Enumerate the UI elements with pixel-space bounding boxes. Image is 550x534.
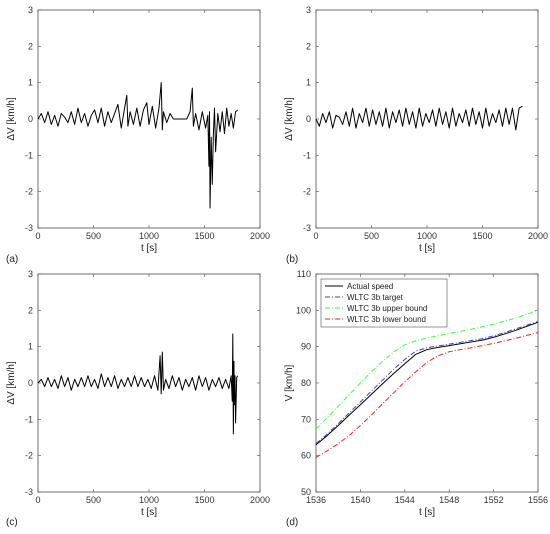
y-tick-label-b-5: 2: [306, 41, 311, 51]
x-tick-label-d-4: 1552: [484, 495, 504, 505]
x-tick-label-a-0: 0: [35, 231, 40, 241]
y-axis-label-c: ΔV [km/h]: [6, 361, 17, 405]
x-axis-label-b: t [s]: [419, 243, 435, 254]
panel-label-a: (a): [6, 254, 18, 265]
legend-label-d-3: WLTC 3b lower bound: [347, 315, 426, 324]
y-tick-label-c-1: -2: [25, 451, 33, 461]
x-tick-label-c-3: 1500: [194, 495, 214, 505]
y-tick-label-b-4: 1: [306, 78, 311, 88]
x-tick-label-d-2: 1544: [395, 495, 415, 505]
y-axis-label-d: V [km/h]: [284, 364, 295, 401]
chart-a: 0 500 1000 1500 2000 -3 -2 -1 0 1 2 3 t [s] ΔV [km/h]: [6, 5, 270, 254]
y-tick-label-b-2: -1: [303, 150, 311, 160]
series-line-a-0: [37, 82, 239, 209]
x-tick-label-d-5: 1556: [528, 495, 548, 505]
y-tick-label-b-3: 0: [306, 114, 311, 124]
x-tick-label-c-0: 0: [35, 495, 40, 505]
x-tick-label-a-2: 1000: [139, 231, 159, 241]
y-tick-label-b-6: 3: [306, 5, 311, 15]
x-axis-label-d: t [s]: [419, 507, 435, 518]
series-line-c-0: [37, 333, 239, 435]
chart-d: 1536 1540 1544 1548 1552 1556 50 60 70 80 90 100 110…: [284, 269, 548, 518]
x-tick-label-a-3: 1500: [194, 231, 214, 241]
series-line-d-2: [315, 309, 539, 430]
y-tick-label-d-5: 100: [296, 305, 311, 315]
plot-area-a: [37, 9, 261, 229]
x-axis-label-c: t [s]: [141, 507, 157, 518]
x-tick-label-b-3: 1500: [472, 231, 492, 241]
y-tick-label-b-1: -2: [303, 187, 311, 197]
y-axis-label-a: ΔV [km/h]: [6, 97, 17, 141]
x-tick-label-a-1: 500: [86, 231, 101, 241]
y-tick-label-a-0: -3: [25, 223, 33, 233]
y-tick-label-b-0: -3: [303, 223, 311, 233]
chart-c: 0 500 1000 1500 2000 -3 -2 -1 0 1 2 3 t [s] ΔV [km/h]: [6, 269, 270, 518]
x-tick-label-b-1: 500: [364, 231, 379, 241]
panel-label-b: (b): [286, 254, 298, 265]
y-tick-label-c-6: 3: [28, 269, 33, 279]
y-tick-label-c-3: 0: [28, 378, 33, 388]
y-tick-label-a-1: -2: [25, 187, 33, 197]
y-tick-label-a-2: -1: [25, 150, 33, 160]
y-axis-label-b: ΔV [km/h]: [284, 97, 295, 141]
x-tick-label-d-1: 1540: [350, 495, 370, 505]
y-tick-label-d-2: 70: [301, 414, 311, 424]
y-tick-label-a-5: 2: [28, 41, 33, 51]
plot-area-b: [315, 9, 539, 229]
y-tick-label-d-6: 110: [297, 269, 311, 279]
x-tick-label-a-4: 2000: [250, 231, 270, 241]
y-tick-label-d-4: 90: [301, 342, 311, 352]
series-line-b-0: [315, 105, 523, 131]
legend-d: Actual speed WLTC 3b target WLTC 3b upper …: [320, 278, 448, 328]
series-line-d-0: [315, 321, 539, 446]
series-line-d-1: [315, 321, 539, 445]
x-axis-label-a: t [s]: [141, 243, 157, 254]
x-tick-label-d-3: 1548: [439, 495, 459, 505]
legend-label-d-1: WLTC 3b target: [347, 293, 404, 302]
panel-label-c: (c): [6, 517, 18, 528]
panel-label-d: (d): [286, 517, 298, 528]
y-tick-label-d-3: 80: [301, 378, 311, 388]
y-tick-label-d-0: 50: [301, 487, 311, 497]
y-tick-label-c-0: -3: [25, 487, 33, 497]
y-tick-label-a-3: 0: [28, 114, 33, 124]
legend-label-d-0: Actual speed: [347, 282, 393, 291]
x-tick-label-c-4: 2000: [250, 495, 270, 505]
y-tick-label-c-5: 2: [28, 305, 33, 315]
y-tick-label-c-4: 1: [28, 342, 33, 352]
series-line-d-3: [315, 332, 539, 458]
y-tick-label-a-4: 1: [28, 78, 33, 88]
x-tick-label-b-0: 0: [313, 231, 318, 241]
x-tick-label-b-4: 2000: [528, 231, 548, 241]
y-tick-label-a-6: 3: [28, 5, 33, 15]
x-tick-label-c-1: 500: [86, 495, 101, 505]
y-tick-label-c-2: -1: [25, 414, 33, 424]
x-tick-label-d-0: 1536: [306, 495, 326, 505]
legend-label-d-2: WLTC 3b upper bound: [347, 304, 427, 313]
x-tick-label-b-2: 1000: [417, 231, 437, 241]
y-tick-label-d-1: 60: [301, 451, 311, 461]
chart-b: 0 500 1000 1500 2000 -3 -2 -1 0 1 2 3 t [s] ΔV [km/h]: [284, 5, 548, 254]
x-tick-label-c-2: 1000: [139, 495, 159, 505]
